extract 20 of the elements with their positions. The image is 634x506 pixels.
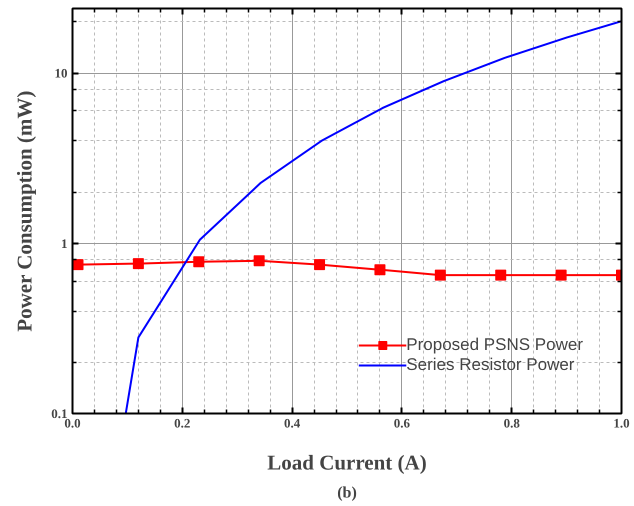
point	[556, 270, 567, 281]
x-tick-label: 1.0	[613, 416, 630, 430]
point	[193, 256, 204, 268]
text: (b)	[337, 484, 357, 502]
y-axis-title: Power Consumption (mW)	[12, 90, 36, 332]
y-tick-label: 1	[61, 236, 68, 251]
legend-label: Series Resistor Power	[406, 355, 574, 375]
point	[314, 259, 326, 270]
legend-label: Proposed PSNS Power	[406, 335, 583, 355]
point	[254, 255, 265, 266]
point	[132, 258, 144, 270]
x-tick-label: 0.6	[394, 416, 411, 430]
point	[434, 270, 446, 281]
point	[374, 264, 386, 276]
point	[495, 270, 506, 281]
x-axis-title: Load Current (A)	[267, 450, 427, 474]
x-tick-label: 0.8	[504, 416, 520, 430]
x-tick-label: 0.2	[174, 416, 190, 430]
y-tick-label: 10	[54, 66, 68, 81]
x-tick-label: 0.4	[284, 416, 301, 430]
